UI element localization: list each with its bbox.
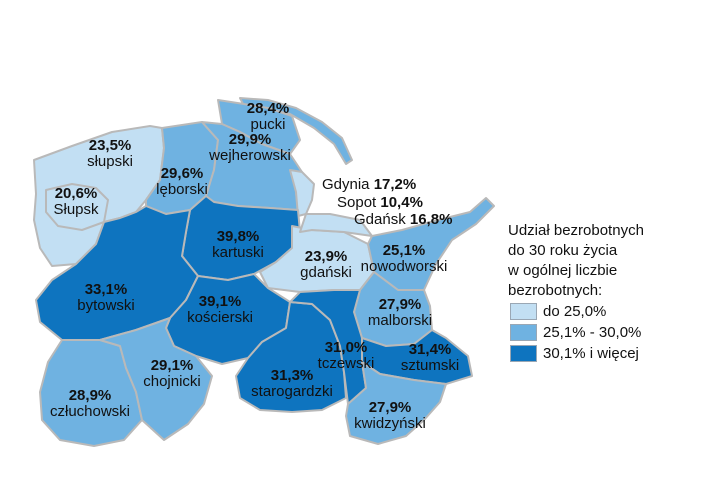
county-label-nowodworski: 25,1% nowodworski <box>361 243 448 275</box>
county-value: 20,6% <box>54 185 98 202</box>
county-name: kwidzyński <box>354 414 426 432</box>
county-label-slupsk: 20,6% Słupsk <box>53 186 98 218</box>
county-label-koscierski: 39,1% kościerski <box>187 294 253 326</box>
legend-title-line: do 30 roku życia <box>508 242 618 259</box>
county-value: 31,4% <box>408 341 452 358</box>
county-name: nowodworski <box>360 257 448 275</box>
county-name: człuchowski <box>49 402 131 420</box>
city-name: Gdynia <box>322 176 374 193</box>
county-name: Słupsk <box>53 200 99 218</box>
county-value: 28,9% <box>68 387 112 404</box>
county-value: 31,0% <box>324 339 368 356</box>
county-label-tczewski: 31,0% tczewski <box>318 340 375 372</box>
county-name: malborski <box>367 311 433 329</box>
county-name: chojnicki <box>143 372 201 390</box>
county-value: 29,6% <box>160 165 204 182</box>
county-value: 23,5% <box>88 137 132 154</box>
legend-swatch-low <box>510 303 537 320</box>
city-value: 17,2% <box>373 176 417 193</box>
county-label-bytowski: 33,1% bytowski <box>77 282 135 314</box>
city-label-sopot: Sopot 10,4% <box>337 194 423 211</box>
county-value: 39,8% <box>216 228 260 245</box>
region-chojnicki <box>99 317 213 441</box>
legend-swatch-mid <box>510 324 537 341</box>
county-label-chojnicki: 29,1% chojnicki <box>143 358 201 390</box>
legend-swatch-high <box>510 345 537 362</box>
county-name: kościerski <box>187 308 253 326</box>
county-name: lęborski <box>156 180 208 198</box>
county-value: 39,1% <box>198 293 242 310</box>
legend: Udział bezrobotnych do 30 roku życia w o… <box>508 221 644 364</box>
county-label-sztumski: 31,4% sztumski <box>401 342 459 374</box>
county-value: 27,9% <box>378 296 422 313</box>
region-kwidzynski <box>345 361 447 445</box>
county-value: 27,9% <box>368 399 412 416</box>
county-label-kwidzynski: 27,9% kwidzyński <box>354 400 426 432</box>
legend-title-line: Udział bezrobotnych <box>508 222 644 239</box>
county-name: słupski <box>87 152 133 170</box>
city-name: Sopot <box>337 194 381 211</box>
county-name: kartuski <box>212 243 264 261</box>
county-label-gdanski: 23,9% gdański <box>300 249 352 281</box>
legend-item-low: do 25,0% <box>510 301 644 322</box>
county-value: 23,9% <box>304 248 348 265</box>
county-label-starogardzki: 31,3% starogardzki <box>251 368 333 400</box>
legend-title: Udział bezrobotnych do 30 roku życia w o… <box>508 221 644 301</box>
city-value: 16,8% <box>409 211 453 228</box>
county-value: 29,9% <box>228 131 272 148</box>
county-value: 28,4% <box>246 100 290 117</box>
county-label-slupski: 23,5% słupski <box>87 138 133 170</box>
legend-title-line: bezrobotnych: <box>508 282 603 299</box>
county-label-malborski: 27,9% malborski <box>368 297 432 329</box>
legend-label: do 25,0% <box>543 302 607 320</box>
city-label-gdynia: Gdynia 17,2% <box>322 176 416 193</box>
county-value: 33,1% <box>84 281 128 298</box>
county-name: pucki <box>250 115 286 133</box>
county-label-wejherowski: 29,9% wejherowski <box>209 132 291 164</box>
legend-title-line: w ogólnej liczbie <box>508 262 618 279</box>
county-value: 29,1% <box>150 357 194 374</box>
county-label-kartuski: 39,8% kartuski <box>212 229 264 261</box>
county-name: starogardzki <box>251 382 333 400</box>
county-value: 31,3% <box>270 367 314 384</box>
county-label-czluchowski: 28,9% człuchowski <box>50 388 130 420</box>
city-label-gdansk: Gdańsk 16,8% <box>354 211 452 228</box>
legend-label: 25,1% - 30,0% <box>543 323 642 341</box>
county-name: gdański <box>300 263 352 281</box>
county-name: bytowski <box>77 296 135 314</box>
legend-item-high: 30,1% i więcej <box>510 343 644 364</box>
county-name: tczewski <box>317 354 375 372</box>
county-value: 25,1% <box>382 242 426 259</box>
city-name: Gdańsk <box>354 211 410 228</box>
region-tricity <box>289 169 315 217</box>
legend-item-mid: 25,1% - 30,0% <box>510 322 644 343</box>
region-gdansk-city <box>299 213 373 237</box>
county-name: sztumski <box>400 356 460 374</box>
legend-label: 30,1% i więcej <box>543 344 639 362</box>
county-name: wejherowski <box>209 146 291 164</box>
city-value: 10,4% <box>380 194 423 211</box>
county-label-pucki: 28,4% pucki <box>247 101 290 133</box>
county-label-leborski: 29,6% lęborski <box>156 166 208 198</box>
